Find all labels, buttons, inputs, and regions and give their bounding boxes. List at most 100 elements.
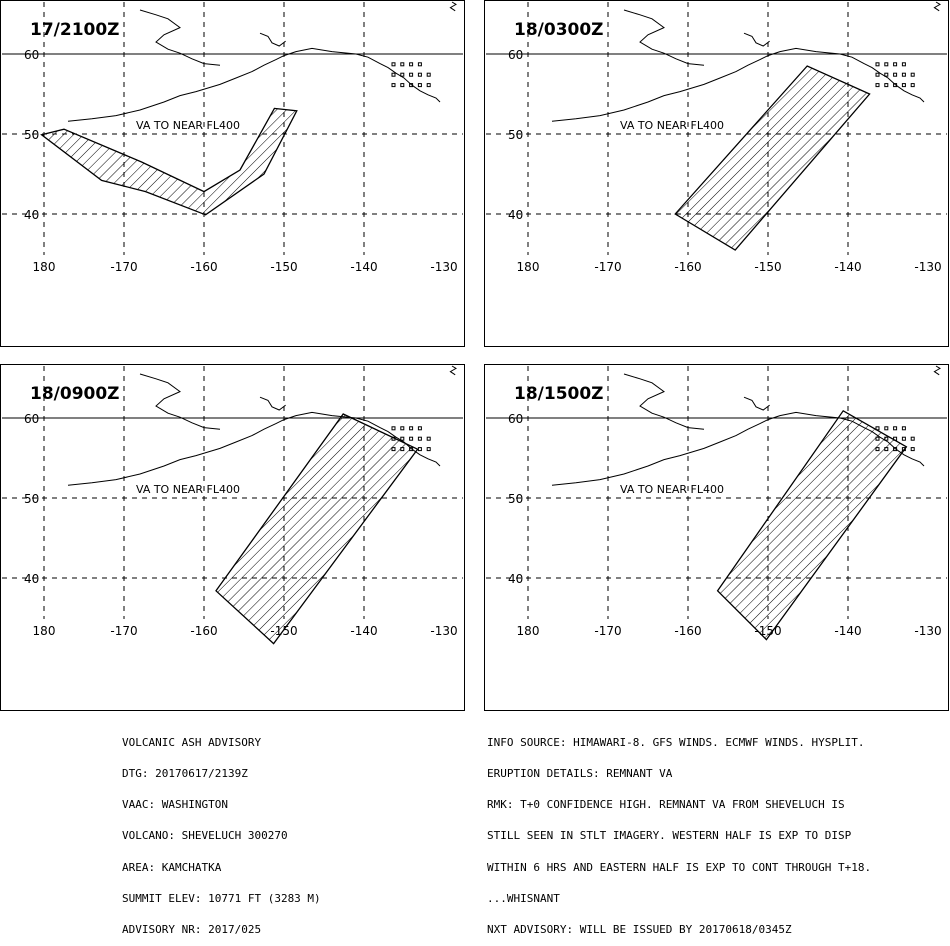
island-mark (400, 62, 405, 67)
lon-label: -170 (594, 260, 621, 274)
advisory-line: SUMMIT ELEV: 10771 FT (3283 M) (122, 891, 321, 905)
coast-line (743, 396, 770, 411)
panel-title: 18/0300Z (514, 20, 604, 40)
coast-line (139, 373, 221, 430)
island-mark (409, 62, 414, 67)
lon-label: 180 (517, 624, 540, 638)
coast-line (449, 365, 457, 376)
lon-label: -170 (594, 624, 621, 638)
map-svg: 180 -170 -160 -150 -140 -130 60 50 40 17/2100Z V… (0, 0, 465, 347)
island-mark (910, 72, 915, 77)
coastline (551, 1, 941, 122)
lon-label: -130 (430, 624, 457, 638)
axis-labels: 180 -170 -160 -150 -140 -130 60 50 40 (24, 412, 458, 638)
lat-label: 50 (24, 492, 39, 506)
coast-line (933, 365, 941, 376)
lat-label: 50 (508, 492, 523, 506)
island-mark (391, 426, 396, 431)
island-mark (884, 83, 889, 88)
ash-polygon (716, 409, 908, 641)
ash-polygon (674, 65, 871, 251)
lon-label: -160 (674, 260, 701, 274)
island-mark (400, 72, 405, 77)
lon-label: -130 (914, 624, 941, 638)
panel-border (0, 364, 465, 711)
island-mark (417, 436, 422, 441)
lat-label: 60 (508, 412, 523, 426)
lon-label: -140 (350, 624, 377, 638)
ash-area (40, 107, 298, 216)
island-mark (901, 436, 906, 441)
lat-label: 60 (508, 48, 523, 62)
lon-label: -150 (754, 260, 781, 274)
map-panel: 180 -170 -160 -150 -140 -130 60 50 40 18/1500Z V… (484, 364, 949, 711)
axis-labels: 180 -170 -160 -150 -140 -130 60 50 40 (508, 412, 942, 638)
map-svg: 180 -170 -160 -150 -140 -130 60 50 40 18/0900Z V… (0, 364, 465, 711)
lon-label: -170 (110, 260, 137, 274)
lon-label: -160 (190, 624, 217, 638)
va-label: VA TO NEAR FL400 (620, 119, 724, 132)
axis-labels: 180 -170 -160 -150 -140 -130 60 50 40 (24, 48, 458, 274)
island-mark (875, 62, 880, 67)
lat-label: 50 (508, 128, 523, 142)
island-mark (884, 62, 889, 67)
advisory-line: WITHIN 6 HRS AND EASTERN HALF IS EXP TO … (487, 860, 872, 874)
lat-label: 50 (24, 128, 39, 142)
panel-border (0, 0, 465, 347)
island-mark (884, 426, 889, 431)
advisory-line: VOLCANIC ASH ADVISORY (122, 735, 262, 749)
panel-title: 18/1500Z (514, 384, 604, 404)
panel-title: 17/2100Z (30, 20, 120, 40)
advisory-line: RMK: T+0 CONFIDENCE HIGH. REMNANT VA FRO… (487, 798, 845, 812)
panel-title: 18/0900Z (30, 384, 120, 404)
island-mark (400, 436, 405, 441)
coast-line (623, 373, 705, 430)
island-mark (893, 72, 898, 77)
lon-label: -140 (834, 624, 861, 638)
island-mark (409, 83, 414, 88)
lon-label: -150 (270, 624, 297, 638)
coast-line (449, 1, 457, 12)
coast-line (259, 396, 286, 411)
island-mark (391, 72, 396, 77)
panel-border (484, 364, 949, 711)
lon-label: -140 (834, 260, 861, 274)
coastline (67, 1, 457, 122)
advisory-header-left: VOLCANIC ASH ADVISORY DTG: 20170617/2139… (122, 717, 321, 946)
coast-line (67, 47, 441, 122)
advisory-details-right: INFO SOURCE: HIMAWARI-8. GFS WINDS. ECMW… (487, 717, 871, 946)
island-mark (893, 83, 898, 88)
advisory-line: VOLCANO: SHEVELUCH 300270 (122, 829, 288, 843)
ash-area (215, 413, 419, 645)
advisory-line: AREA: KAMCHATKA (122, 860, 222, 874)
va-label: VA TO NEAR FL400 (620, 483, 724, 496)
lon-label: -130 (430, 260, 457, 274)
advisory-line: DTG: 20170617/2139Z (122, 767, 248, 781)
va-label: VA TO NEAR FL400 (136, 483, 240, 496)
island-mark (391, 83, 396, 88)
island-mark (426, 436, 431, 441)
ash-polygon (40, 107, 298, 216)
map-svg: 180 -170 -160 -150 -140 -130 60 50 40 18/1500Z V… (484, 364, 949, 711)
island-mark (409, 426, 414, 431)
ash-area (674, 65, 871, 251)
lon-label: -150 (754, 624, 781, 638)
island-mark (417, 83, 422, 88)
island-mark (391, 62, 396, 67)
island-mark (426, 83, 431, 88)
island-mark (417, 72, 422, 77)
island-mark (893, 62, 898, 67)
island-mark (884, 72, 889, 77)
island-mark (901, 62, 906, 67)
island-mark (910, 83, 915, 88)
island-mark (426, 447, 431, 452)
advisory-line: INFO SOURCE: HIMAWARI-8. GFS WINDS. ECMW… (487, 735, 865, 749)
island-mark (875, 83, 880, 88)
lat-label: 40 (508, 208, 523, 222)
island-mark (901, 426, 906, 431)
advisory-line: NXT ADVISORY: WILL BE ISSUED BY 20170618… (487, 923, 792, 937)
coast-line (139, 9, 221, 66)
island-mark (417, 426, 422, 431)
axis-labels: 180 -170 -160 -150 -140 -130 60 50 40 (508, 48, 942, 274)
coast-line (623, 9, 705, 66)
